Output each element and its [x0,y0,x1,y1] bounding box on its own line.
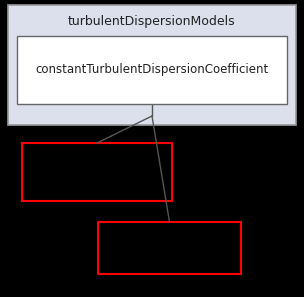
Text: turbulentDispersionModels: turbulentDispersionModels [68,15,236,28]
Bar [22,143,172,201]
Bar [98,222,241,274]
Bar [8,5,296,125]
Bar [17,36,287,104]
Text: constantTurbulentDispersionCoefficient: constantTurbulentDispersionCoefficient [35,64,269,77]
